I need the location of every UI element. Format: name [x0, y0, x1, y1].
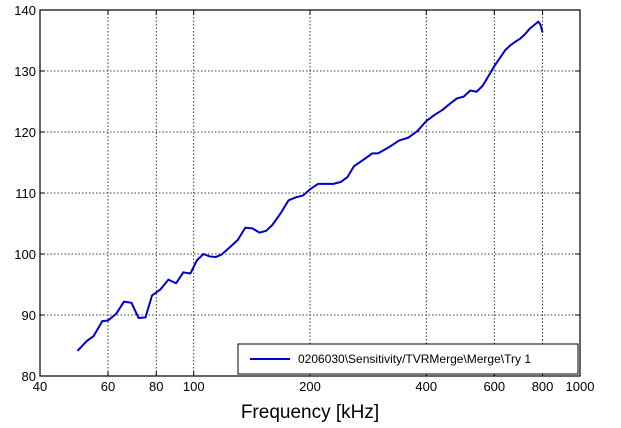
x-tick-label: 40 — [33, 379, 47, 394]
x-tick-label: 800 — [532, 379, 554, 394]
x-axis-label: Frequency [kHz] — [241, 402, 379, 423]
legend: 0206030\Sensitivity/TVRMerge\Merge\Try 1 — [237, 343, 579, 375]
x-tick-label: 600 — [483, 379, 505, 394]
x-tick-label: 200 — [299, 379, 321, 394]
y-tick-labels: 80 90 100 110 120 130 140 — [14, 3, 36, 384]
grid-lines — [40, 10, 580, 376]
legend-box — [237, 343, 579, 375]
series-line-0 — [76, 20, 544, 352]
x-tick-label: 1000 — [566, 379, 595, 394]
y-tick-label: 110 — [15, 186, 36, 201]
y-tick-label: 130 — [14, 64, 36, 79]
legend-label: 0206030\Sensitivity/TVRMerge\Merge\Try 1 — [298, 352, 531, 366]
y-tick-label: 120 — [14, 125, 36, 140]
y-tick-label: 80 — [22, 369, 36, 384]
y-tick-label: 90 — [22, 308, 36, 323]
x-tick-label: 60 — [101, 379, 115, 394]
x-tick-label: 80 — [149, 379, 163, 394]
series-group — [76, 20, 544, 352]
x-tick-label: 400 — [415, 379, 437, 394]
y-tick-label: 100 — [14, 247, 36, 262]
x-tick-label: 100 — [183, 379, 205, 394]
x-tick-labels: 40 60 80 100 200 400 600 800 1000 — [33, 379, 595, 394]
y-tick-label: 140 — [14, 3, 36, 18]
